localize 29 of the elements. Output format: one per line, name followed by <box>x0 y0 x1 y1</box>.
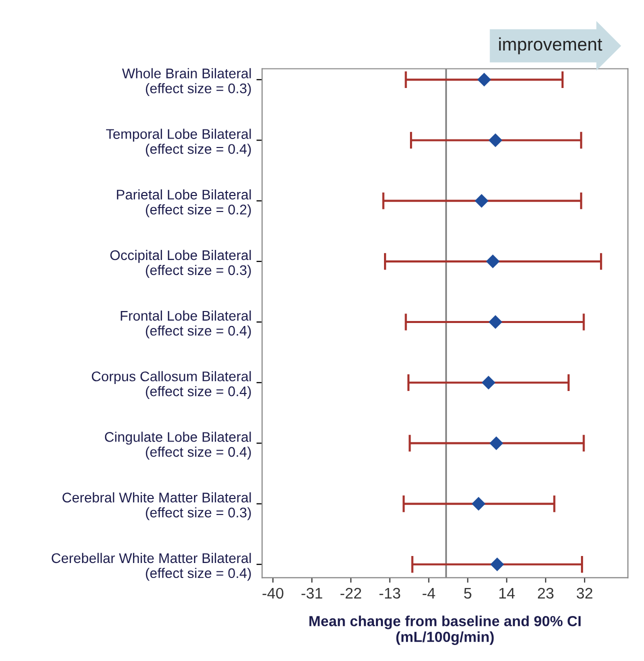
y-tick-label: Occipital Lobe Bilateral (effect size = 0.3) <box>110 250 251 278</box>
text: improvement <box>499 37 602 54</box>
point <box>478 73 491 86</box>
x-tick-label: -22 <box>340 588 362 599</box>
point <box>490 436 503 450</box>
y-tick-label: Corpus Callosum Bilateral (effect size = 0.4) <box>92 371 251 400</box>
point <box>488 315 502 329</box>
x-tick-label: 14 <box>499 588 515 599</box>
x-tick-label: 23 <box>538 588 554 599</box>
x-axis-title: Mean change from baseline and 90% CI (mL/100g/min) <box>309 616 581 645</box>
point <box>488 134 502 147</box>
point <box>474 194 488 208</box>
y-tick-label: Frontal Lobe Bilateral (effect size = 0.4) <box>120 310 251 338</box>
x-tick-label: 32 <box>576 588 592 599</box>
x-tick-label: 5 <box>464 588 472 599</box>
point <box>472 497 486 510</box>
y-tick-label: Parietal Lobe Bilateral (effect size = 0.2) <box>116 189 251 218</box>
y-tick-label: Cingulate Lobe Bilateral (effect size = 0.4) <box>104 432 251 460</box>
y-tick-label: Temporal Lobe Bilateral (effect size = 0.4) <box>106 128 251 157</box>
point <box>490 558 504 571</box>
y-tick-label: Cerebellar White Matter Bilateral (effect size = 0.4) <box>52 552 251 581</box>
x-tick-label: -4 <box>422 588 436 599</box>
point <box>486 254 500 268</box>
y-tick-label: Whole Brain Bilateral (effect size = 0.3) <box>122 68 251 96</box>
point <box>482 376 496 390</box>
y-tick-label: Cerebral White Matter Bilateral (effect size = 0.3) <box>62 492 251 520</box>
x-tick-label: -40 <box>262 588 284 599</box>
x-tick-label: -13 <box>379 588 400 599</box>
x-tick-label: -31 <box>302 588 322 599</box>
